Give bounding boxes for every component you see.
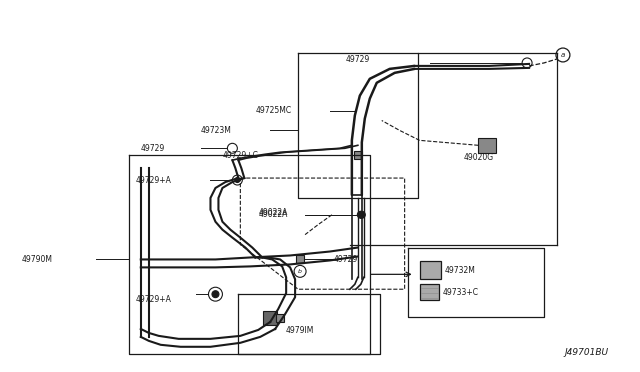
Circle shape xyxy=(357,211,364,218)
Text: 49022A: 49022A xyxy=(259,210,287,219)
Bar xyxy=(354,151,362,159)
Circle shape xyxy=(212,291,219,298)
Circle shape xyxy=(235,177,240,183)
Text: 49729: 49729 xyxy=(346,55,370,64)
Text: 49732M: 49732M xyxy=(444,266,476,275)
Text: 49729: 49729 xyxy=(334,255,358,264)
Bar xyxy=(420,284,440,300)
Bar xyxy=(276,314,284,322)
Bar xyxy=(420,262,442,279)
Text: 49725MC: 49725MC xyxy=(255,106,291,115)
Text: 49790M: 49790M xyxy=(21,255,52,264)
Text: 49729+A: 49729+A xyxy=(136,176,172,185)
Text: 4979lM: 4979lM xyxy=(285,326,314,336)
Bar xyxy=(296,256,304,263)
Circle shape xyxy=(358,211,365,218)
Text: 49022A: 49022A xyxy=(259,208,287,217)
Text: J49701BU: J49701BU xyxy=(564,348,609,357)
Text: 49723M: 49723M xyxy=(200,126,232,135)
Text: a: a xyxy=(561,52,565,58)
Text: 49729: 49729 xyxy=(141,144,165,153)
Text: b: b xyxy=(298,269,302,274)
Bar xyxy=(263,311,277,325)
Text: 49729+C: 49729+C xyxy=(223,151,259,160)
Bar xyxy=(478,138,496,153)
Text: 49729+A: 49729+A xyxy=(136,295,172,304)
Text: 49020G: 49020G xyxy=(463,153,493,162)
Text: 49733+C: 49733+C xyxy=(442,288,479,297)
